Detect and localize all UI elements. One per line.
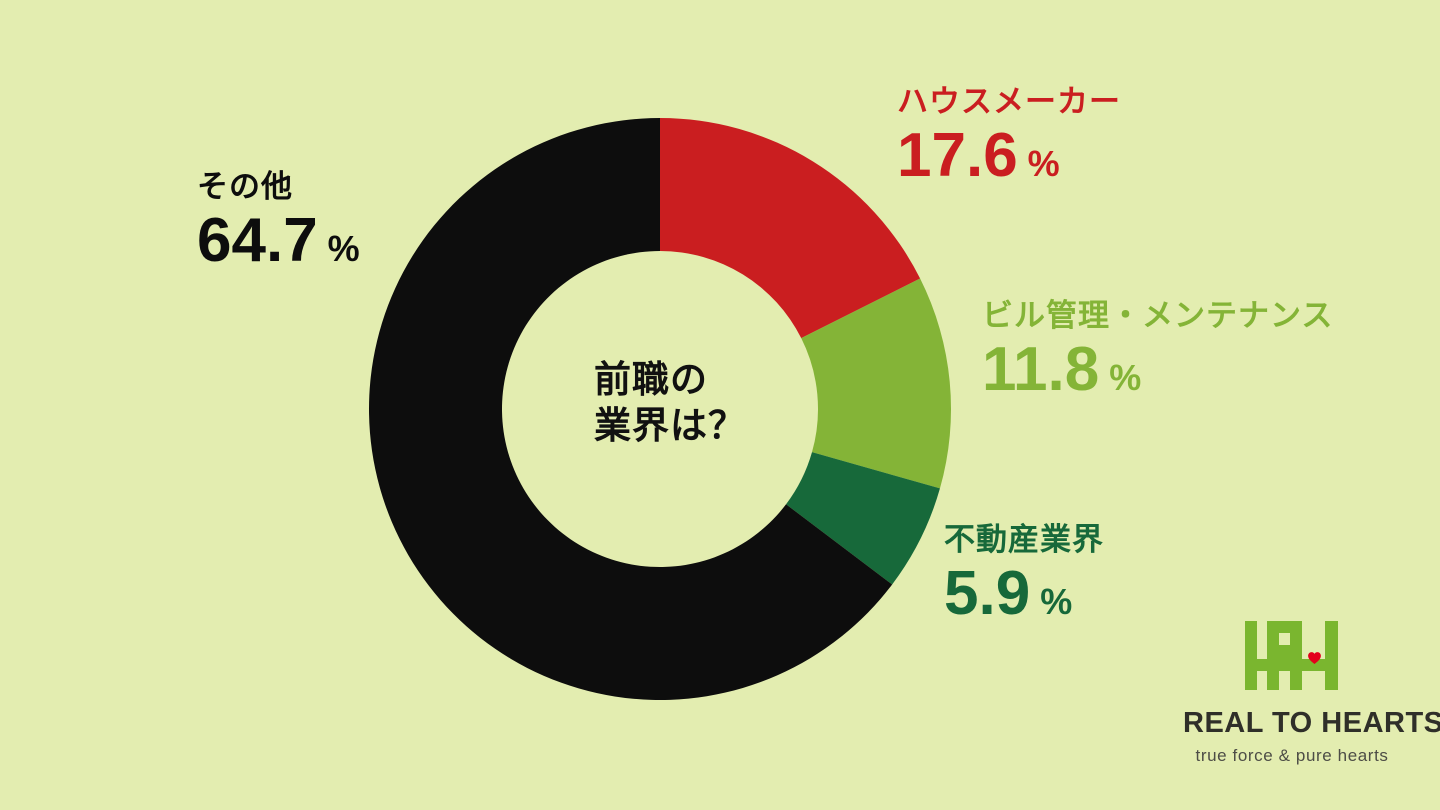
segment-value: 17.6 — [897, 121, 1018, 190]
donut-svg — [368, 118, 952, 700]
chart-center-title-line1: 前職の — [594, 359, 708, 400]
segment-value: 5.9 — [944, 559, 1031, 628]
label-others: その他 64.7 % — [197, 168, 360, 273]
segment-value: 64.7 — [197, 206, 318, 275]
segment-value-row: 64.7 % — [197, 208, 360, 273]
label-building-maintenance: ビル管理・メンテナンス 11.8 % — [982, 297, 1333, 402]
segment-value-row: 5.9 % — [944, 561, 1104, 626]
donut-chart: 前職の 業界は？ — [368, 117, 952, 701]
segment-value: 11.8 — [982, 335, 1100, 404]
percent-sign: % — [327, 228, 360, 269]
percent-sign: % — [1109, 357, 1142, 398]
label-housemaker: ハウスメーカー 17.6 % — [897, 83, 1121, 188]
segment-label: その他 — [197, 169, 293, 204]
percent-sign: % — [1027, 143, 1060, 184]
donut-segment-0 — [660, 118, 921, 339]
segment-value-row: 11.8 % — [982, 337, 1333, 402]
segment-value-row: 17.6 % — [897, 123, 1121, 188]
logo-tagline: true force & pure hearts — [1195, 746, 1389, 765]
logo-real-to-hearts: REAL TO HEARTS true force & pure hearts — [1183, 615, 1440, 766]
logo-wordmark: REAL TO HEARTS — [1183, 707, 1440, 739]
segment-label: ハウスメーカー — [897, 84, 1121, 119]
donut-segment-3 — [368, 118, 893, 700]
segment-label: 不動産業界 — [944, 522, 1104, 557]
chart-center-title-line2: 業界は？ — [594, 405, 746, 446]
hh-heart-monogram-icon — [1244, 621, 1338, 690]
label-real-estate: 不動産業界 5.9 % — [944, 521, 1104, 626]
segment-label: ビル管理・メンテナンス — [982, 298, 1334, 333]
donut-segment-1 — [801, 278, 952, 489]
donut-segment-2 — [786, 452, 940, 585]
percent-sign: % — [1040, 581, 1073, 622]
chart-center-title: 前職の 業界は？ — [594, 357, 746, 449]
